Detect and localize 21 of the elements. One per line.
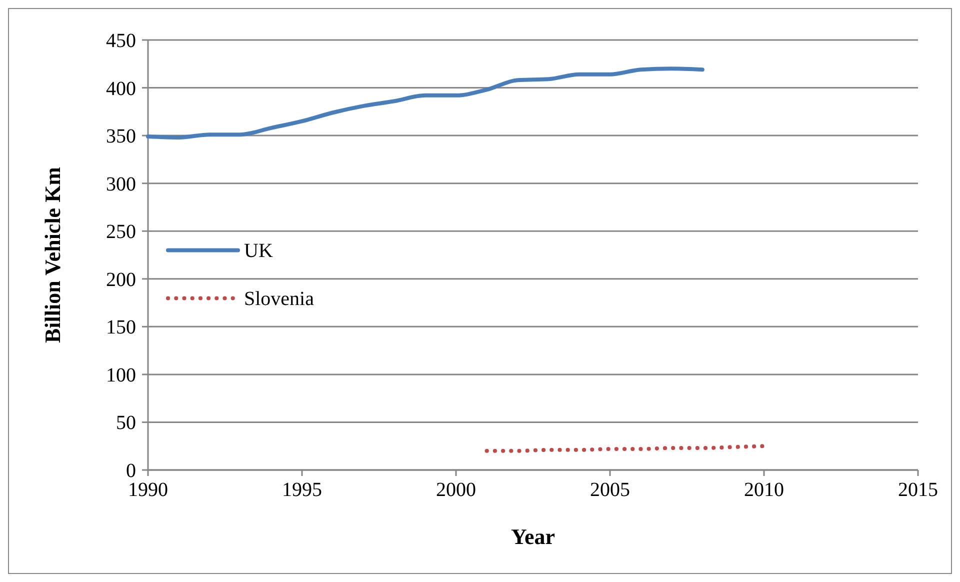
y-axis-title: Billion Vehicle Km	[40, 166, 65, 344]
y-tick-label: 0	[126, 460, 136, 482]
y-tick-label: 200	[106, 268, 136, 291]
x-tick-label: 1995	[282, 479, 322, 501]
x-tick-label: 1990	[128, 479, 168, 501]
y-tick-label: 150	[106, 316, 136, 339]
y-tick-label: 250	[106, 221, 136, 244]
x-axis-title: Year	[511, 524, 556, 549]
legend-label: Slovenia	[244, 288, 314, 310]
y-tick-label: 400	[106, 78, 136, 100]
y-tick-label: 350	[106, 126, 136, 148]
y-tick-label: 50	[116, 412, 136, 434]
y-tick-label: 300	[106, 173, 136, 196]
legend-label: UK	[244, 240, 274, 262]
y-tick-label: 450	[106, 30, 136, 52]
y-tick-label: 100	[106, 364, 136, 386]
x-tick-label: 2000	[436, 479, 476, 501]
x-tick-label: 2010	[744, 479, 784, 501]
x-tick-label: 2015	[898, 479, 938, 501]
line-series	[146, 66, 704, 140]
x-tick-label: 2005	[590, 479, 630, 501]
